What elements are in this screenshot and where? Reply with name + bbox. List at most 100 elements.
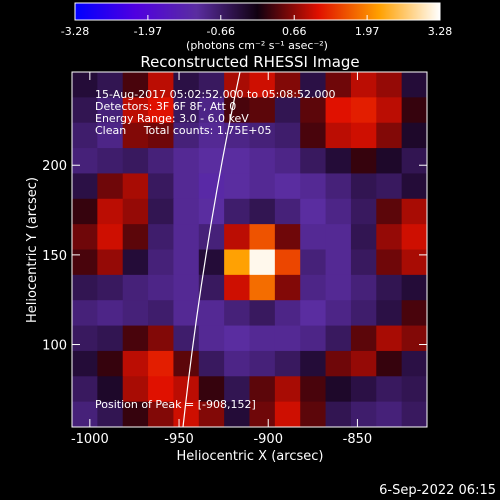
- heatmap-cell: [148, 325, 175, 352]
- heatmap-cell: [325, 122, 352, 149]
- heatmap-cell: [401, 148, 427, 175]
- heatmap-cell: [224, 97, 251, 124]
- heatmap-cell: [350, 148, 377, 175]
- heatmap-cell: [148, 122, 175, 149]
- chart-title: Reconstructed RHESSI Image: [140, 53, 359, 71]
- footer-date: 6-Sep-2022 06:15: [379, 483, 496, 498]
- heatmap-cell: [300, 376, 327, 403]
- heatmap-cell: [350, 224, 377, 251]
- heatmap-cell: [97, 198, 124, 225]
- heatmap-cell: [97, 300, 124, 327]
- heatmap-cell: [72, 249, 98, 276]
- heatmap-cell: [376, 72, 403, 98]
- heatmap-cell: [72, 148, 98, 175]
- heatmap-cell: [325, 274, 352, 301]
- heatmap-cell: [325, 325, 352, 352]
- heatmap-cell: [300, 122, 327, 149]
- heatmap-cell: [300, 148, 327, 175]
- heatmap-cell: [274, 274, 301, 301]
- heatmap-cell: [173, 198, 200, 225]
- heatmap-cell: [72, 173, 98, 200]
- y-tick-label: 200: [42, 159, 67, 174]
- heatmap-cell: [376, 198, 403, 225]
- heatmap-cell: [325, 376, 352, 403]
- heatmap-cell: [122, 300, 149, 327]
- heatmap-cell: [122, 224, 149, 251]
- heatmap-cell: [173, 97, 200, 124]
- heatmap-cell: [376, 122, 403, 149]
- heatmap-cell: [274, 198, 301, 225]
- heatmap-cell: [274, 72, 301, 98]
- heatmap-cell: [350, 376, 377, 403]
- heatmap-cell: [198, 300, 225, 327]
- heatmap-cell: [274, 173, 301, 200]
- heatmap-cell: [122, 325, 149, 352]
- heatmap-cell: [97, 122, 124, 149]
- heatmap-cell: [224, 401, 251, 427]
- heatmap-cell: [72, 198, 98, 225]
- colorbar: [74, 2, 441, 21]
- heatmap-cell: [249, 173, 276, 200]
- heatmap-cell: [401, 198, 427, 225]
- heatmap-cell: [350, 249, 377, 276]
- heatmap-cell: [224, 350, 251, 377]
- heatmap-cell: [274, 401, 301, 427]
- heatmap-cell: [401, 350, 427, 377]
- heatmap-cell: [97, 249, 124, 276]
- heatmap-cell: [401, 72, 427, 98]
- heatmap-cell: [274, 350, 301, 377]
- heatmap-cell: [325, 198, 352, 225]
- annotation: 15-Aug-2017 05:02:52.000 to 05:08:52.000: [95, 88, 336, 101]
- heatmap-cell: [173, 173, 200, 200]
- heatmap-cell: [148, 249, 175, 276]
- heatmap-cell: [249, 122, 276, 149]
- heatmap: [72, 72, 427, 427]
- heatmap-cell: [325, 249, 352, 276]
- heatmap-cell: [401, 224, 427, 251]
- heatmap-cell: [249, 249, 276, 276]
- heatmap-cell: [72, 122, 98, 149]
- colorbar-tick-label: -0.66: [207, 25, 235, 38]
- heatmap-cell: [97, 173, 124, 200]
- heatmap-cell: [198, 376, 225, 403]
- heatmap-cell: [401, 274, 427, 301]
- heatmap-cell: [300, 173, 327, 200]
- colorbar-label: (photons cm⁻² s⁻¹ asec⁻²): [186, 39, 328, 52]
- heatmap-cell: [325, 300, 352, 327]
- heatmap-cell: [148, 350, 175, 377]
- heatmap-cell: [224, 148, 251, 175]
- heatmap-cell: [350, 122, 377, 149]
- heatmap-cell: [325, 97, 352, 124]
- heatmap-cell: [401, 300, 427, 327]
- heatmap-cell: [249, 97, 276, 124]
- heatmap-cell: [198, 122, 225, 149]
- heatmap-cell: [148, 198, 175, 225]
- heatmap-cell: [249, 72, 276, 98]
- heatmap-cell: [198, 173, 225, 200]
- colorbar-tick-label: 0.66: [282, 25, 307, 38]
- heatmap-cell: [72, 224, 98, 251]
- heatmap-cell: [401, 325, 427, 352]
- heatmap-cell: [274, 148, 301, 175]
- heatmap-cell: [376, 148, 403, 175]
- heatmap-cell: [224, 224, 251, 251]
- heatmap-cell: [198, 401, 225, 427]
- heatmap-cell: [300, 274, 327, 301]
- heatmap-cell: [97, 350, 124, 377]
- heatmap-cell: [173, 249, 200, 276]
- annotation: Detectors: 3F 6F 8F, Att 0: [95, 100, 236, 113]
- heatmap-cell: [249, 198, 276, 225]
- heatmap-cell: [72, 325, 98, 352]
- y-tick-label: 150: [42, 249, 67, 264]
- heatmap-cell: [148, 401, 175, 427]
- heatmap-cell: [350, 350, 377, 377]
- heatmap-cell: [350, 401, 377, 427]
- heatmap-cell: [224, 300, 251, 327]
- peak-label: Position of Peak = [-908,152]: [95, 398, 256, 411]
- heatmap-cell: [97, 274, 124, 301]
- heatmap-cell: [249, 350, 276, 377]
- heatmap-cell: [401, 173, 427, 200]
- heatmap-cell: [224, 376, 251, 403]
- heatmap-cell: [249, 274, 276, 301]
